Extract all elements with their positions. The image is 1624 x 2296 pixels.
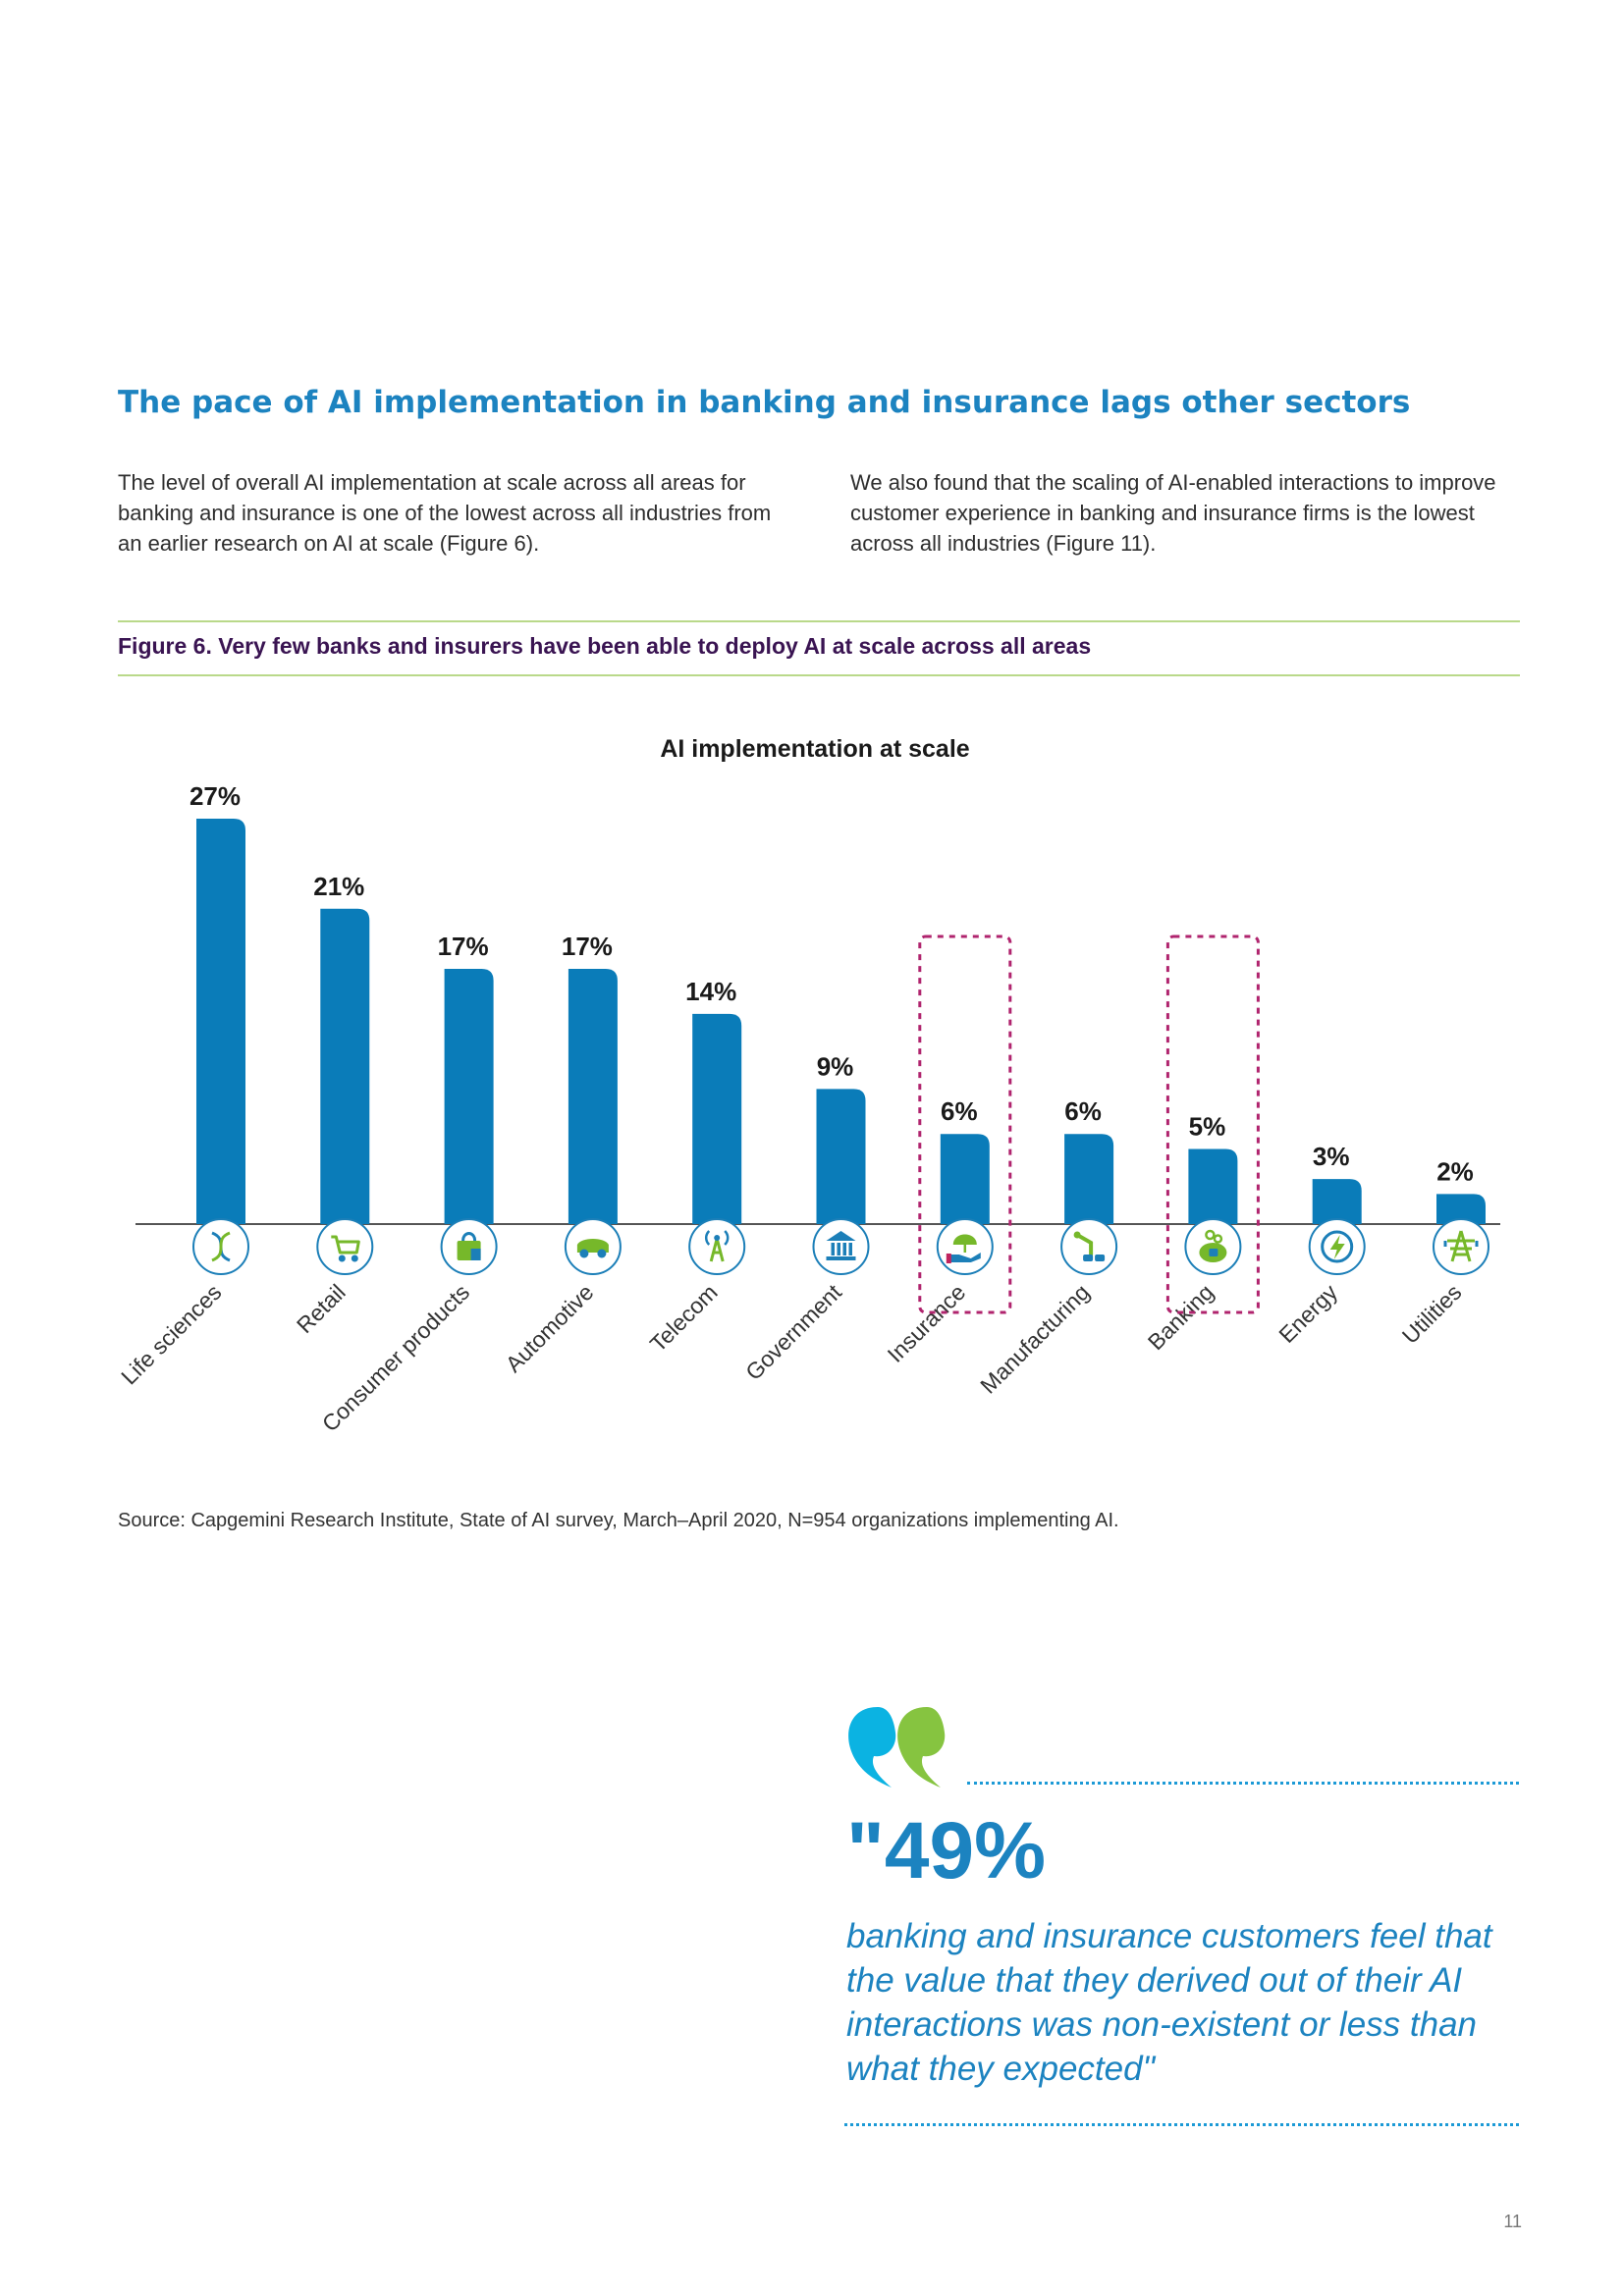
lightning-icon: [1321, 1230, 1354, 1263]
chart-title: AI implementation at scale: [660, 735, 970, 763]
data-label-automotive: 17%: [562, 932, 613, 961]
bar-manufacturing: [1064, 1134, 1114, 1224]
data-label-telecom: 14%: [685, 977, 736, 1006]
bar-government: [816, 1089, 866, 1224]
bar-utilities: [1436, 1194, 1486, 1224]
bar-telecom: [692, 1013, 742, 1224]
data-label-retail: 21%: [313, 872, 364, 901]
antenna-icon: [704, 1230, 730, 1262]
bar-insurance: [940, 1134, 990, 1224]
quote-dotted-rule-top: [967, 1782, 1519, 1785]
data-label-energy: 3%: [1313, 1142, 1350, 1171]
callout-quote-text: banking and insurance customers feel tha…: [846, 1917, 1492, 2088]
car-icon: [576, 1239, 609, 1258]
category-label-government: Government: [740, 1279, 846, 1385]
caption-rule-bottom: [118, 674, 1520, 676]
data-label-manufacturing: 6%: [1064, 1096, 1102, 1126]
figure-caption: Figure 6. Very few banks and insurers ha…: [118, 633, 1092, 659]
caption-rule-top: [118, 620, 1520, 622]
bar-consumer-products: [444, 968, 494, 1224]
category-label-telecom: Telecom: [645, 1279, 723, 1357]
category-label-utilities: Utilities: [1397, 1279, 1467, 1349]
callout-statistic: "49%: [846, 1806, 1046, 1896]
icon-circle-telecom: [688, 1218, 746, 1275]
umbrella-hand-icon: [946, 1234, 981, 1263]
robotic-arm-icon: [1073, 1231, 1106, 1261]
data-label-utilities: 2%: [1436, 1156, 1474, 1186]
shopping-cart-icon: [331, 1235, 360, 1262]
bar-banking: [1188, 1148, 1238, 1224]
data-label-government: 9%: [817, 1051, 854, 1081]
government-building-icon: [826, 1231, 856, 1260]
bar-retail: [320, 908, 370, 1224]
power-pylon-icon: [1443, 1230, 1479, 1262]
icon-circle-government: [812, 1218, 870, 1275]
bar-energy: [1312, 1179, 1362, 1224]
category-label-insurance: Insurance: [883, 1279, 971, 1367]
dna-icon: [211, 1231, 231, 1262]
page-number: 11: [1503, 2212, 1522, 2231]
piggy-bank-icon: [1199, 1229, 1227, 1262]
bar-automotive: [568, 968, 618, 1224]
icon-circle-utilities: [1433, 1218, 1489, 1275]
highlight-frame-insurance: [918, 934, 1012, 1314]
intro-paragraph-right: We also found that the scaling of AI-ena…: [850, 470, 1496, 556]
data-label-consumer-products: 17%: [438, 932, 489, 961]
category-label-life-sciences: Life sciences: [116, 1279, 226, 1389]
category-label-manufacturing: Manufacturing: [975, 1279, 1094, 1398]
bar-life-sciences: [196, 819, 245, 1224]
category-label-retail: Retail: [292, 1279, 351, 1338]
data-label-banking: 5%: [1189, 1112, 1226, 1142]
category-label-automotive: Automotive: [501, 1279, 599, 1377]
quote-dotted-rule-bottom: [844, 2123, 1519, 2126]
intro-paragraph-left: The level of overall AI implementation a…: [118, 470, 772, 556]
figure-source: Source: Capgemini Research Institute, St…: [118, 1510, 1119, 1531]
section-heading: The pace of AI implementation in banking…: [118, 385, 1411, 420]
category-label-banking: Banking: [1143, 1279, 1218, 1355]
data-label-insurance: 6%: [941, 1096, 978, 1126]
shopping-bag-icon: [457, 1232, 481, 1260]
quote-marks-icon: [848, 1707, 946, 1788]
data-label-life-sciences: 27%: [189, 781, 241, 811]
icon-circle-retail: [316, 1218, 374, 1275]
highlight-frame-banking: [1165, 934, 1260, 1314]
category-label-energy: Energy: [1273, 1279, 1342, 1348]
